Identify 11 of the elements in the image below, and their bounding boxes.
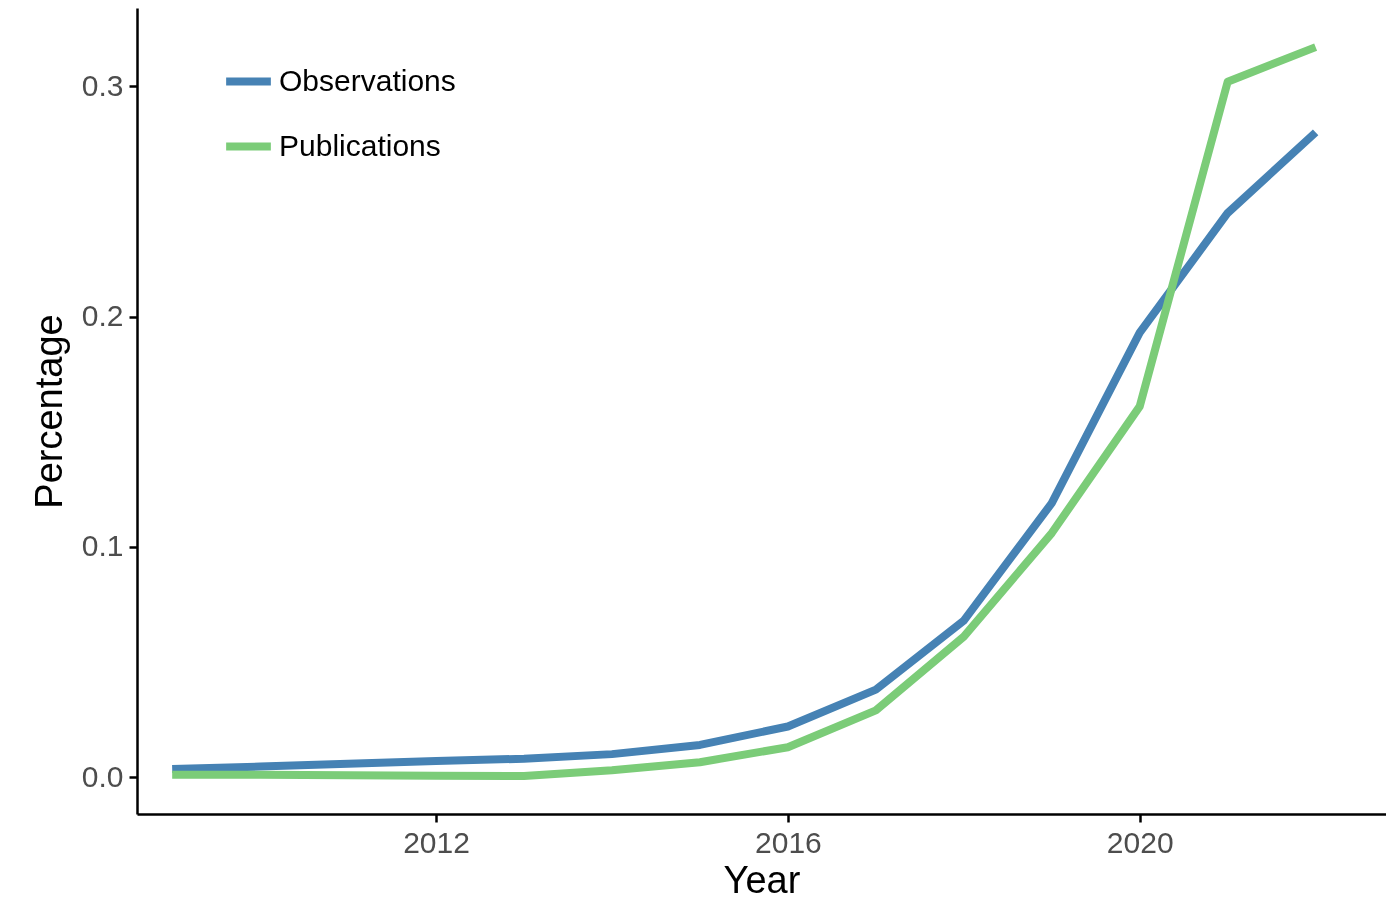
y-axis-title: Percentage [27,314,70,509]
y-tick-label: 0.2 [81,299,124,333]
y-tick-label: 0.0 [81,759,124,793]
legend-label: Observations [279,63,456,97]
y-tick-label: 0.3 [81,68,124,102]
legend-label: Publications [279,128,441,162]
x-axis-title: Year [723,858,801,901]
x-tick-label: 2016 [755,825,822,859]
y-tick-label: 0.1 [81,529,124,563]
x-tick-label: 2020 [1106,825,1174,859]
x-tick-label: 2012 [403,825,470,859]
